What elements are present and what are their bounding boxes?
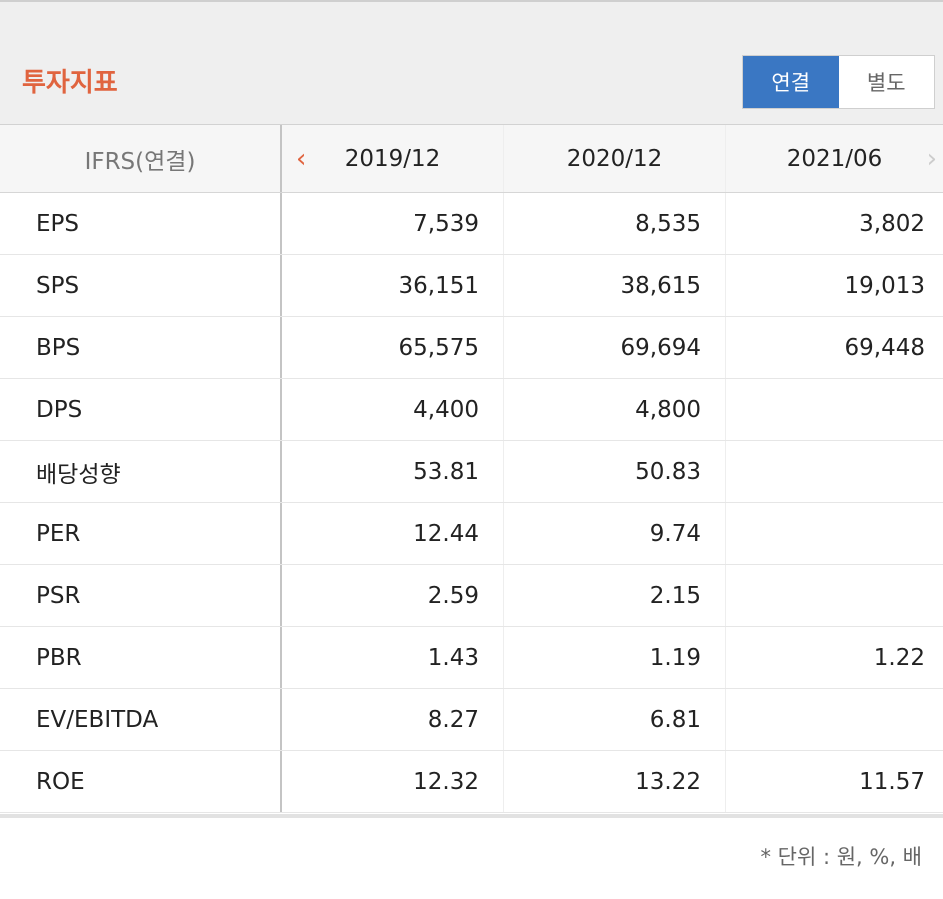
column-header-period-3: 2021/06 › <box>726 125 943 192</box>
investment-indicators-table: IFRS(연결) ‹ 2019/12 2020/12 2021/06 › EPS… <box>0 124 943 813</box>
table-cell: 69,448 <box>844 334 925 361</box>
table-cell: 38,615 <box>504 255 726 316</box>
consolidation-toggle: 연결 별도 <box>742 55 935 109</box>
table-cell: 19,013 <box>844 272 925 299</box>
column-header-period-2: 2020/12 <box>504 125 726 192</box>
row-label: PER <box>0 503 282 564</box>
table-cell: 2.15 <box>504 565 726 626</box>
table-cell: 50.83 <box>504 441 726 502</box>
table-cell: 7,539 <box>282 193 504 254</box>
table-row: PER 12.44 9.74 <box>0 503 943 565</box>
column-header-label: 2021/06 <box>786 145 883 172</box>
column-header-period-1: ‹ 2019/12 <box>282 125 504 192</box>
table-cell: 65,575 <box>282 317 504 378</box>
row-label: DPS <box>0 379 282 440</box>
table-cell <box>726 441 943 502</box>
row-label: PSR <box>0 565 282 626</box>
row-label: SPS <box>0 255 282 316</box>
table-cell <box>726 503 943 564</box>
unit-note: * 단위 : 원, %, 배 <box>760 845 922 869</box>
column-header-basis: IFRS(연결) <box>0 125 282 192</box>
table-cell <box>726 689 943 750</box>
toggle-consolidated-button[interactable]: 연결 <box>743 56 839 108</box>
table-header-row: IFRS(연결) ‹ 2019/12 2020/12 2021/06 › <box>0 125 943 193</box>
chevron-right-icon[interactable]: › <box>926 143 937 174</box>
table-row: DPS 4,400 4,800 <box>0 379 943 441</box>
table-cell: 6.81 <box>504 689 726 750</box>
table-cell: 1.43 <box>282 627 504 688</box>
row-label: EPS <box>0 193 282 254</box>
table-cell: 53.81 <box>282 441 504 502</box>
table-cell: 1.22 <box>873 644 925 671</box>
table-cell: 12.32 <box>282 751 504 812</box>
table-cell: 1.19 <box>504 627 726 688</box>
row-label: BPS <box>0 317 282 378</box>
table-row: PSR 2.59 2.15 <box>0 565 943 627</box>
table-row: EV/EBITDA 8.27 6.81 <box>0 689 943 751</box>
table-cell: 9.74 <box>504 503 726 564</box>
table-cell <box>726 565 943 626</box>
table-cell: 11.57 <box>859 768 925 795</box>
row-label: EV/EBITDA <box>0 689 282 750</box>
table-cell: 13.22 <box>504 751 726 812</box>
table-row: BPS 65,575 69,694 69,448 <box>0 317 943 379</box>
row-label: ROE <box>0 751 282 812</box>
table-cell <box>726 379 943 440</box>
toggle-separate-button[interactable]: 별도 <box>838 56 934 108</box>
table-cell: 12.44 <box>282 503 504 564</box>
table-cell: 4,400 <box>282 379 504 440</box>
chevron-left-icon[interactable]: ‹ <box>296 143 307 174</box>
table-cell: 36,151 <box>282 255 504 316</box>
table-row: 배당성향 53.81 50.83 <box>0 441 943 503</box>
table-row: PBR 1.43 1.19 1.22 <box>0 627 943 689</box>
section-header: 투자지표 연결 별도 <box>0 0 943 124</box>
table-cell: 8.27 <box>282 689 504 750</box>
table-cell: 4,800 <box>504 379 726 440</box>
row-label: PBR <box>0 627 282 688</box>
table-cell: 69,694 <box>504 317 726 378</box>
table-cell: 2.59 <box>282 565 504 626</box>
table-row: SPS 36,151 38,615 19,013 <box>0 255 943 317</box>
column-header-label: 2019/12 <box>344 145 441 172</box>
row-label: 배당성향 <box>0 441 282 502</box>
table-row: ROE 12.32 13.22 11.57 <box>0 751 943 813</box>
table-cell: 8,535 <box>504 193 726 254</box>
table-row: EPS 7,539 8,535 3,802 <box>0 193 943 255</box>
table-cell: 3,802 <box>859 210 925 237</box>
table-bottom-divider <box>0 814 943 818</box>
section-title: 투자지표 <box>22 68 118 98</box>
